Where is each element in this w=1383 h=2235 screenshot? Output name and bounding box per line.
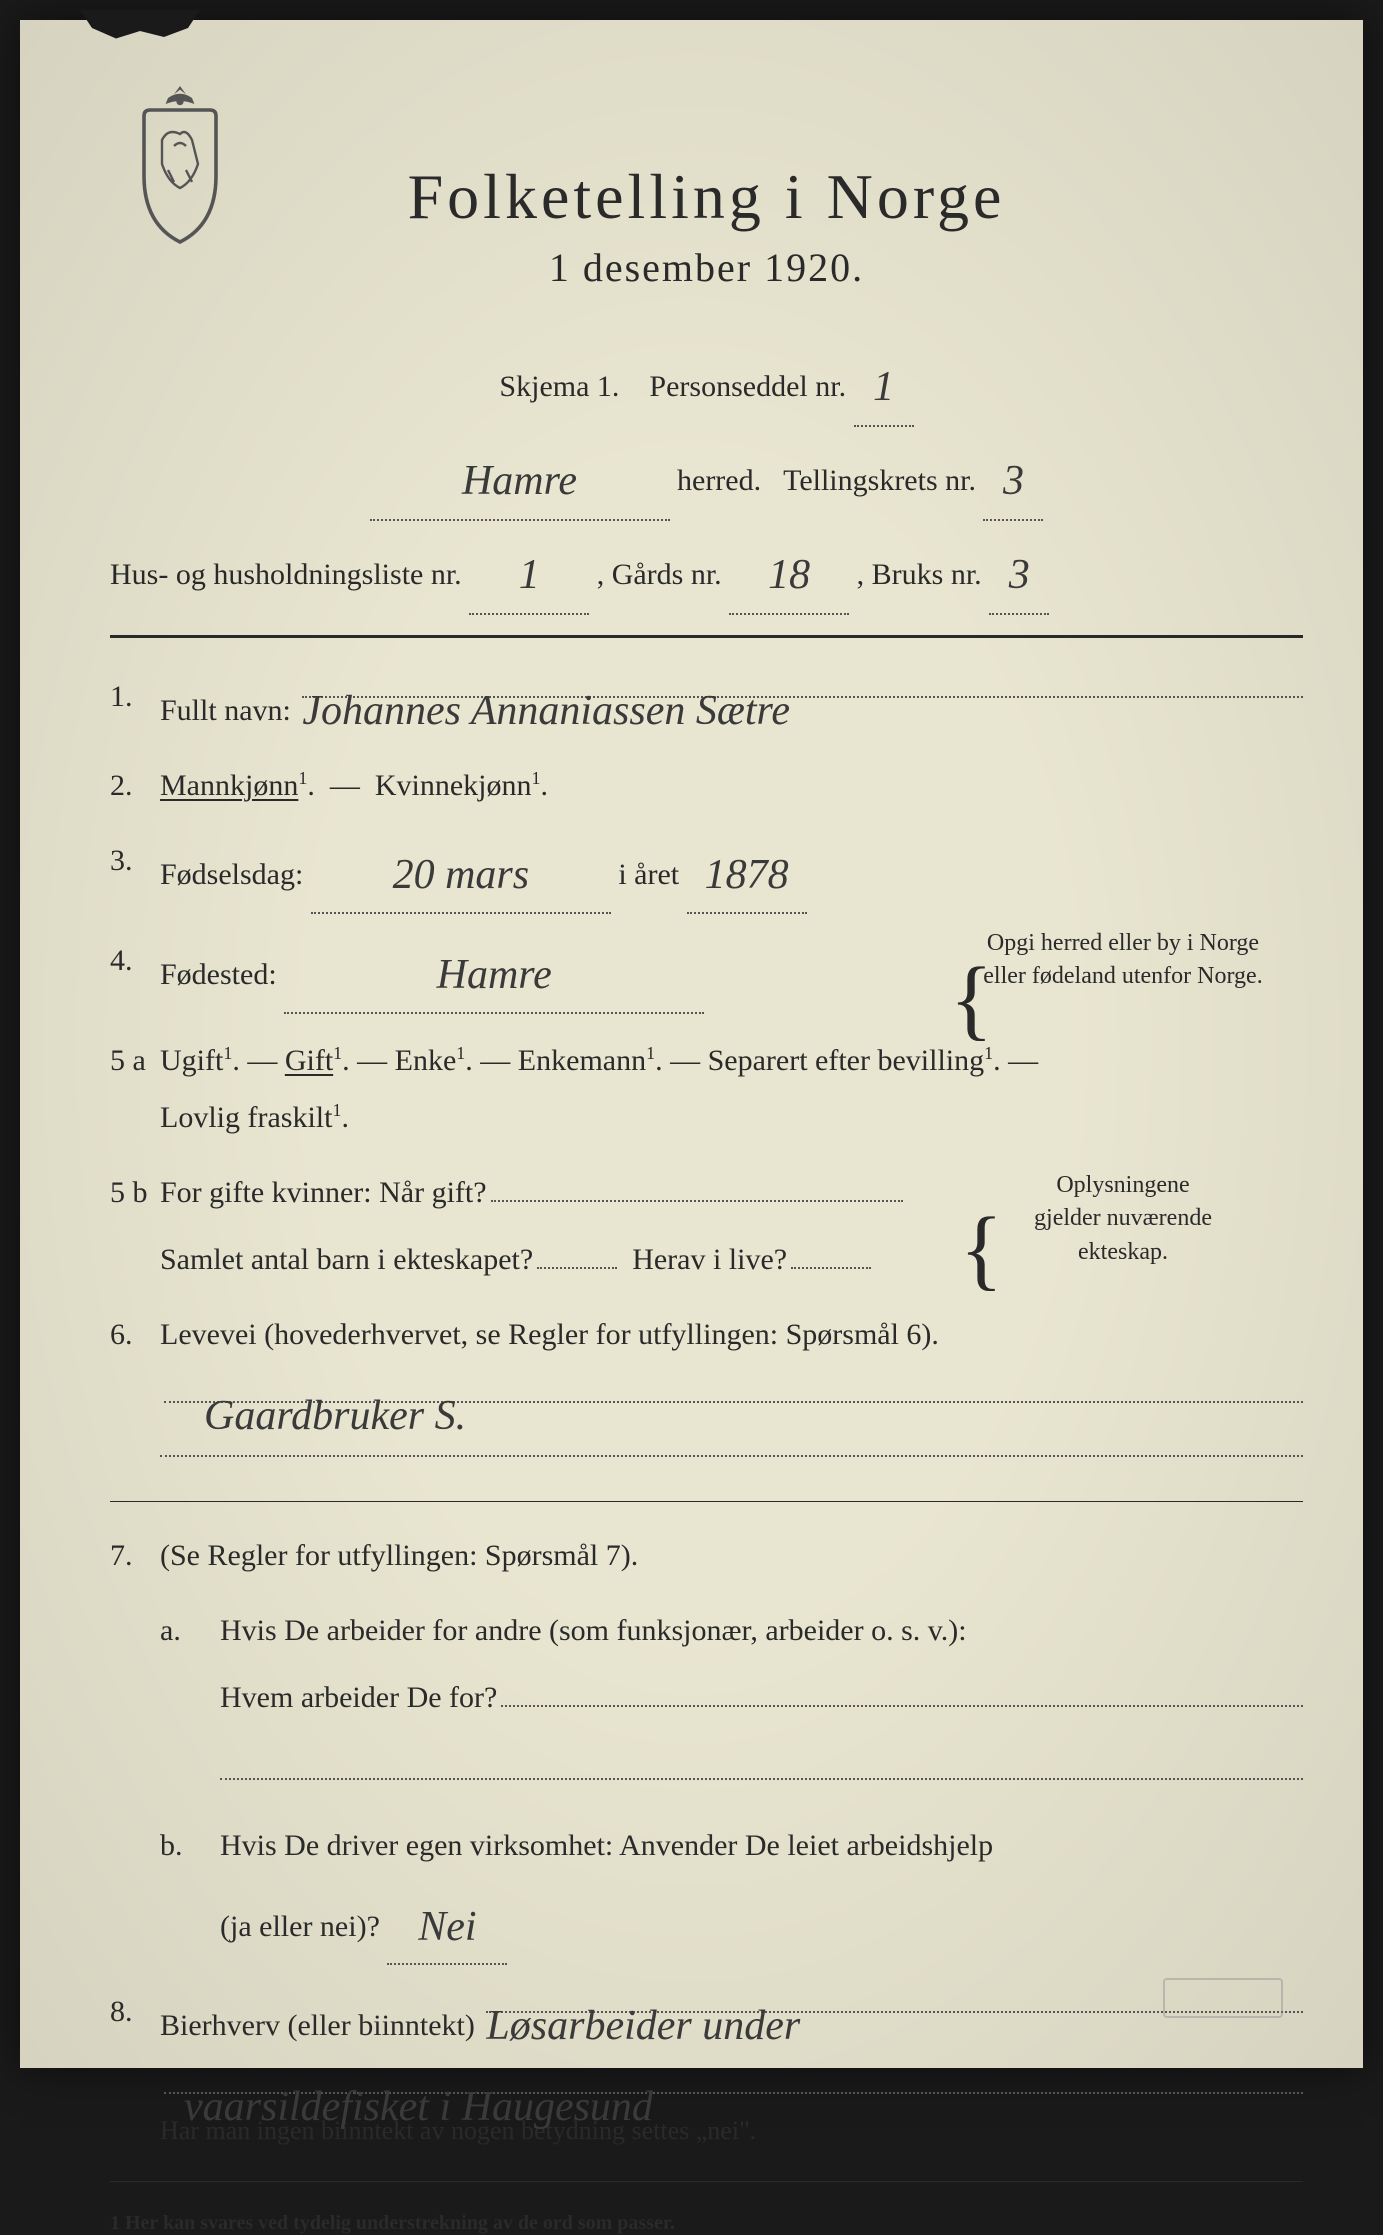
q4-num: 4. [110, 932, 133, 989]
q2-mann: Mannkjønn [160, 769, 298, 802]
gards-value: 18 [768, 552, 810, 598]
personseddel-value: 1 [873, 364, 894, 410]
divider-thin [110, 1501, 1303, 1502]
q7-num: 7. [110, 1527, 133, 1584]
q5b-label3: Herav i live? [632, 1231, 787, 1288]
husliste-label: Hus- og husholdningsliste nr. [110, 558, 462, 591]
q8-num: 8. [110, 1983, 133, 2040]
divider-thick [110, 635, 1303, 638]
q7-label: (Se Regler for utfyllingen: Spørsmål 7). [160, 1539, 638, 1572]
herred-value: Hamre [462, 458, 577, 504]
q5a-enkemann: Enkemann [518, 1044, 646, 1077]
meta-line-2: Hamre herred. Tellingskrets nr. 3 [110, 435, 1303, 521]
q5a-ugift: Ugift [160, 1044, 223, 1077]
q6-num: 6. [110, 1306, 133, 1363]
q7a-label1: Hvis De arbeider for andre (som funksjon… [220, 1614, 967, 1647]
herred-label: herred. [677, 464, 761, 497]
q5b-label2: Samlet antal barn i ekteskapet? [160, 1231, 533, 1288]
footnote: 1 Her kan svares ved tydelig understrekn… [110, 2212, 1303, 2235]
q3-num: 3. [110, 832, 133, 889]
q4-note1: Opgi herred eller by i Norge [983, 927, 1263, 961]
question-7a: a. Hvis De arbeider for andre (som funks… [110, 1602, 1303, 1799]
q4-note2: eller fødeland utenfor Norge. [983, 960, 1263, 994]
header: Folketelling i Norge 1 desember 1920. [110, 160, 1303, 291]
q4-value: Hamre [437, 952, 552, 998]
question-6: 6. Levevei (hovederhvervet, se Regler fo… [110, 1306, 1303, 1476]
question-4: 4. Fødested: Hamre { Opgi herred eller b… [110, 932, 1303, 1014]
stamp-mark [1163, 1978, 1283, 2018]
q4-label: Fødested: [160, 958, 277, 991]
meta-line-3: Hus- og husholdningsliste nr. 1 , Gårds … [110, 529, 1303, 615]
q2-kvinne: Kvinnekjønn [375, 769, 532, 802]
q2-sup1: 1 [298, 768, 307, 788]
q3-label: Fødselsdag: [160, 858, 303, 891]
q8-value2: vaarsildefisket i Haugesund [164, 2084, 653, 2130]
question-1: 1. Fullt navn: Johannes Annaniassen Sætr… [110, 668, 1303, 739]
q5a-enke: Enke [395, 1044, 457, 1077]
subtitle: 1 desember 1920. [110, 244, 1303, 291]
q5b-note3: ekteskap. [983, 1236, 1263, 1270]
bruks-label: , Bruks nr. [857, 558, 982, 591]
q7a-label2: Hvem arbeider De for? [220, 1669, 497, 1726]
question-3: 3. Fødselsdag: 20 mars i året 1878 [110, 832, 1303, 914]
q7a-num: a. [160, 1602, 181, 1659]
tellingskrets-label: Tellingskrets nr. [783, 464, 976, 497]
q7b-label2: (ja eller nei)? [220, 1910, 380, 1943]
q1-label: Fullt navn: [160, 682, 291, 739]
q3-year-label: i året [618, 858, 679, 891]
q5b-sidenote: Oplysningene gjelder nuværende ekteskap. [983, 1169, 1263, 1270]
question-7b: b. Hvis De driver egen virksomhet: Anven… [110, 1817, 1303, 1966]
q5b-label1: For gifte kvinner: Når gift? [160, 1164, 487, 1221]
q5a-fraskilt: Lovlig fraskilt [160, 1101, 332, 1134]
q1-value: Johannes Annaniassen Sætre [302, 688, 790, 734]
meta-line-1: Skjema 1. Personseddel nr. 1 [110, 341, 1303, 427]
q7b-label1: Hvis De driver egen virksomhet: Anvender… [220, 1829, 993, 1862]
skjema-label: Skjema 1. [499, 370, 619, 403]
tellingskrets-value: 3 [1003, 458, 1024, 504]
question-5b: 5 b For gifte kvinner: Når gift? Samlet … [110, 1164, 1303, 1288]
q7b-value: Nei [418, 1904, 476, 1950]
q2-sup2: 1 [531, 768, 540, 788]
q3-day: 20 mars [393, 852, 530, 898]
question-8: 8. Bierhverv (eller biinntekt) Løsarbeid… [110, 1983, 1303, 2155]
q4-sidenote: Opgi herred eller by i Norge eller fødel… [983, 927, 1263, 994]
q5a-separert: Separert efter bevilling [708, 1044, 985, 1077]
husliste-value: 1 [519, 552, 540, 598]
main-title: Folketelling i Norge [110, 160, 1303, 234]
q1-num: 1. [110, 668, 133, 725]
document-page: Folketelling i Norge 1 desember 1920. Sk… [20, 20, 1363, 2068]
question-7: 7. (Se Regler for utfyllingen: Spørsmål … [110, 1527, 1303, 1584]
form-metadata: Skjema 1. Personseddel nr. 1 Hamre herre… [110, 341, 1303, 615]
q8-value1: Løsarbeider under [486, 2003, 800, 2049]
question-5a: 5 a Ugift1. — Gift1. — Enke1. — Enkemann… [110, 1032, 1303, 1146]
q3-year: 1878 [705, 852, 789, 898]
personseddel-label: Personseddel nr. [649, 370, 846, 403]
q8-label: Bierhverv (eller biinntekt) [160, 1997, 475, 2054]
q6-value: Gaardbruker S. [164, 1393, 466, 1439]
divider-thin-2 [110, 2181, 1303, 2182]
q5a-num: 5 a [110, 1032, 146, 1089]
q5b-note2: gjelder nuværende [983, 1202, 1263, 1236]
q5a-gift: Gift [285, 1044, 333, 1077]
question-2: 2. Mannkjønn1. — Kvinnekjønn1. [110, 757, 1303, 814]
q5b-num: 5 b [110, 1164, 148, 1221]
q7b-num: b. [160, 1817, 183, 1874]
torn-edge-decoration [80, 10, 200, 40]
gards-label: , Gårds nr. [597, 558, 722, 591]
q2-num: 2. [110, 757, 133, 814]
bruks-value: 3 [1009, 552, 1030, 598]
q5b-note1: Oplysningene [983, 1169, 1263, 1203]
q6-label: Levevei (hovederhvervet, se Regler for u… [160, 1318, 939, 1351]
